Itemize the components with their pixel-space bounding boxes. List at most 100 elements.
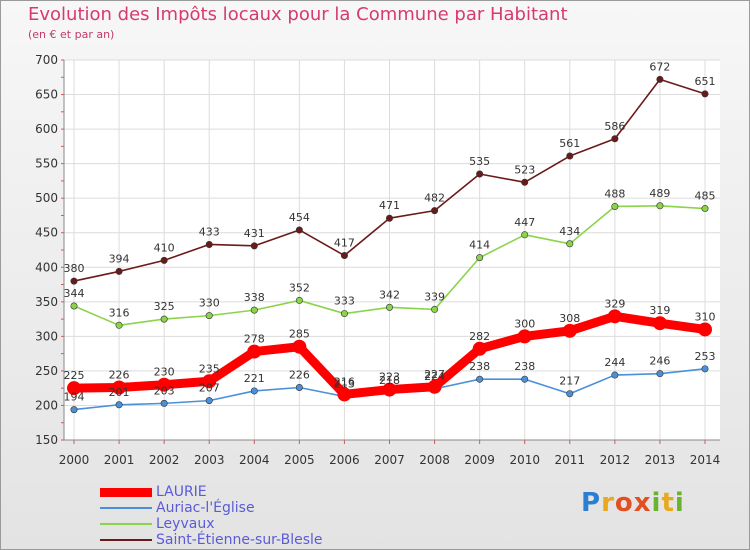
legend-swatch xyxy=(100,487,152,497)
series-point-3 xyxy=(70,277,78,285)
series-point-0 xyxy=(427,379,442,394)
data-label-0: 235 xyxy=(199,362,220,375)
data-label-1: 207 xyxy=(199,382,220,395)
data-label-3: 410 xyxy=(154,241,175,254)
series-point-3 xyxy=(385,214,393,222)
data-label-2: 488 xyxy=(604,187,625,200)
x-tick-label: 2005 xyxy=(284,453,315,467)
series-point-2 xyxy=(70,302,78,310)
series-point-3 xyxy=(115,267,123,275)
series-point-0 xyxy=(562,323,577,338)
x-tick-label: 2010 xyxy=(509,453,540,467)
series-point-1 xyxy=(566,390,574,398)
series-point-3 xyxy=(476,170,484,178)
data-label-0: 223 xyxy=(379,371,400,384)
data-label-2: 352 xyxy=(289,281,310,294)
series-point-3 xyxy=(431,207,439,215)
data-label-2: 344 xyxy=(64,287,85,300)
series-point-1 xyxy=(115,401,123,409)
data-label-1: 201 xyxy=(109,386,130,399)
series-point-2 xyxy=(431,305,439,313)
legend-label: Saint-Étienne-sur-Blesle xyxy=(156,532,323,548)
series-point-3 xyxy=(205,240,213,248)
y-tick-label: 650 xyxy=(35,88,58,102)
legend-label: Leyvaux xyxy=(156,516,215,532)
series-point-1 xyxy=(70,406,78,414)
x-tick-label: 2004 xyxy=(239,453,270,467)
y-tick-label: 450 xyxy=(35,226,58,240)
series-point-3 xyxy=(656,75,664,83)
data-label-2: 338 xyxy=(244,291,265,304)
legend-swatch xyxy=(100,539,152,541)
data-label-0: 300 xyxy=(514,317,535,330)
series-point-0 xyxy=(382,382,397,397)
data-label-0: 225 xyxy=(64,369,85,382)
data-label-2: 447 xyxy=(514,216,535,229)
series-point-3 xyxy=(160,256,168,264)
data-label-0: 329 xyxy=(604,297,625,310)
series-point-1 xyxy=(656,370,664,378)
series-point-0 xyxy=(292,339,307,354)
series-point-2 xyxy=(160,315,168,323)
series-point-1 xyxy=(250,387,258,395)
legend-label: LAURIE xyxy=(156,484,207,500)
data-label-1: 238 xyxy=(469,360,490,373)
series-point-2 xyxy=(566,240,574,248)
y-tick-label: 250 xyxy=(35,364,58,378)
data-label-0: 308 xyxy=(559,312,580,325)
data-label-2: 333 xyxy=(334,295,355,308)
legend-swatch xyxy=(100,523,152,525)
series-point-0 xyxy=(472,341,487,356)
data-label-0: 282 xyxy=(469,330,490,343)
data-label-0: 278 xyxy=(244,333,265,346)
chart-title: Evolution des Impôts locaux pour la Comm… xyxy=(28,4,568,25)
data-label-0: 216 xyxy=(334,375,355,388)
data-label-3: 433 xyxy=(199,225,220,238)
data-label-1: 246 xyxy=(649,355,670,368)
y-tick-label: 400 xyxy=(35,260,58,274)
x-tick-label: 2003 xyxy=(194,453,225,467)
data-label-2: 339 xyxy=(424,290,445,303)
data-label-1: 213 xyxy=(334,377,355,390)
data-label-3: 672 xyxy=(649,60,670,73)
series-point-1 xyxy=(205,397,213,405)
series-point-2 xyxy=(340,310,348,318)
x-tick-label: 2000 xyxy=(59,453,90,467)
series-point-0 xyxy=(652,316,667,331)
data-label-1: 226 xyxy=(289,368,310,381)
series-point-2 xyxy=(385,303,393,311)
series-point-3 xyxy=(701,90,709,98)
data-label-1: 203 xyxy=(154,384,175,397)
data-label-3: 417 xyxy=(334,237,355,250)
series-point-0 xyxy=(698,322,712,337)
x-tick-label: 2006 xyxy=(329,453,360,467)
data-label-0: 227 xyxy=(424,368,445,381)
data-label-3: 651 xyxy=(695,75,716,88)
series-point-3 xyxy=(250,242,258,250)
series-point-0 xyxy=(157,377,172,392)
series-point-1 xyxy=(476,375,484,383)
data-label-0: 319 xyxy=(649,304,670,317)
data-label-0: 310 xyxy=(695,310,716,323)
series-point-2 xyxy=(611,202,619,210)
data-label-3: 586 xyxy=(604,120,625,133)
data-label-3: 394 xyxy=(109,252,130,265)
series-point-1 xyxy=(701,365,709,373)
y-tick-label: 150 xyxy=(35,433,58,447)
series-point-3 xyxy=(521,178,529,186)
data-label-1: 194 xyxy=(64,391,85,404)
data-label-1: 224 xyxy=(424,370,445,383)
series-point-1 xyxy=(160,399,168,407)
y-tick-label: 600 xyxy=(35,122,58,136)
x-tick-label: 2008 xyxy=(419,453,450,467)
series-point-3 xyxy=(611,135,619,143)
series-point-0 xyxy=(202,374,217,389)
series-point-2 xyxy=(701,205,709,213)
series-point-2 xyxy=(521,231,529,239)
legend-label: Auriac-l'Église xyxy=(156,500,255,516)
chart-subtitle: (en € et par an) xyxy=(28,28,115,41)
x-tick-label: 2011 xyxy=(555,453,586,467)
series-point-0 xyxy=(607,309,622,324)
series-point-2 xyxy=(115,321,123,329)
